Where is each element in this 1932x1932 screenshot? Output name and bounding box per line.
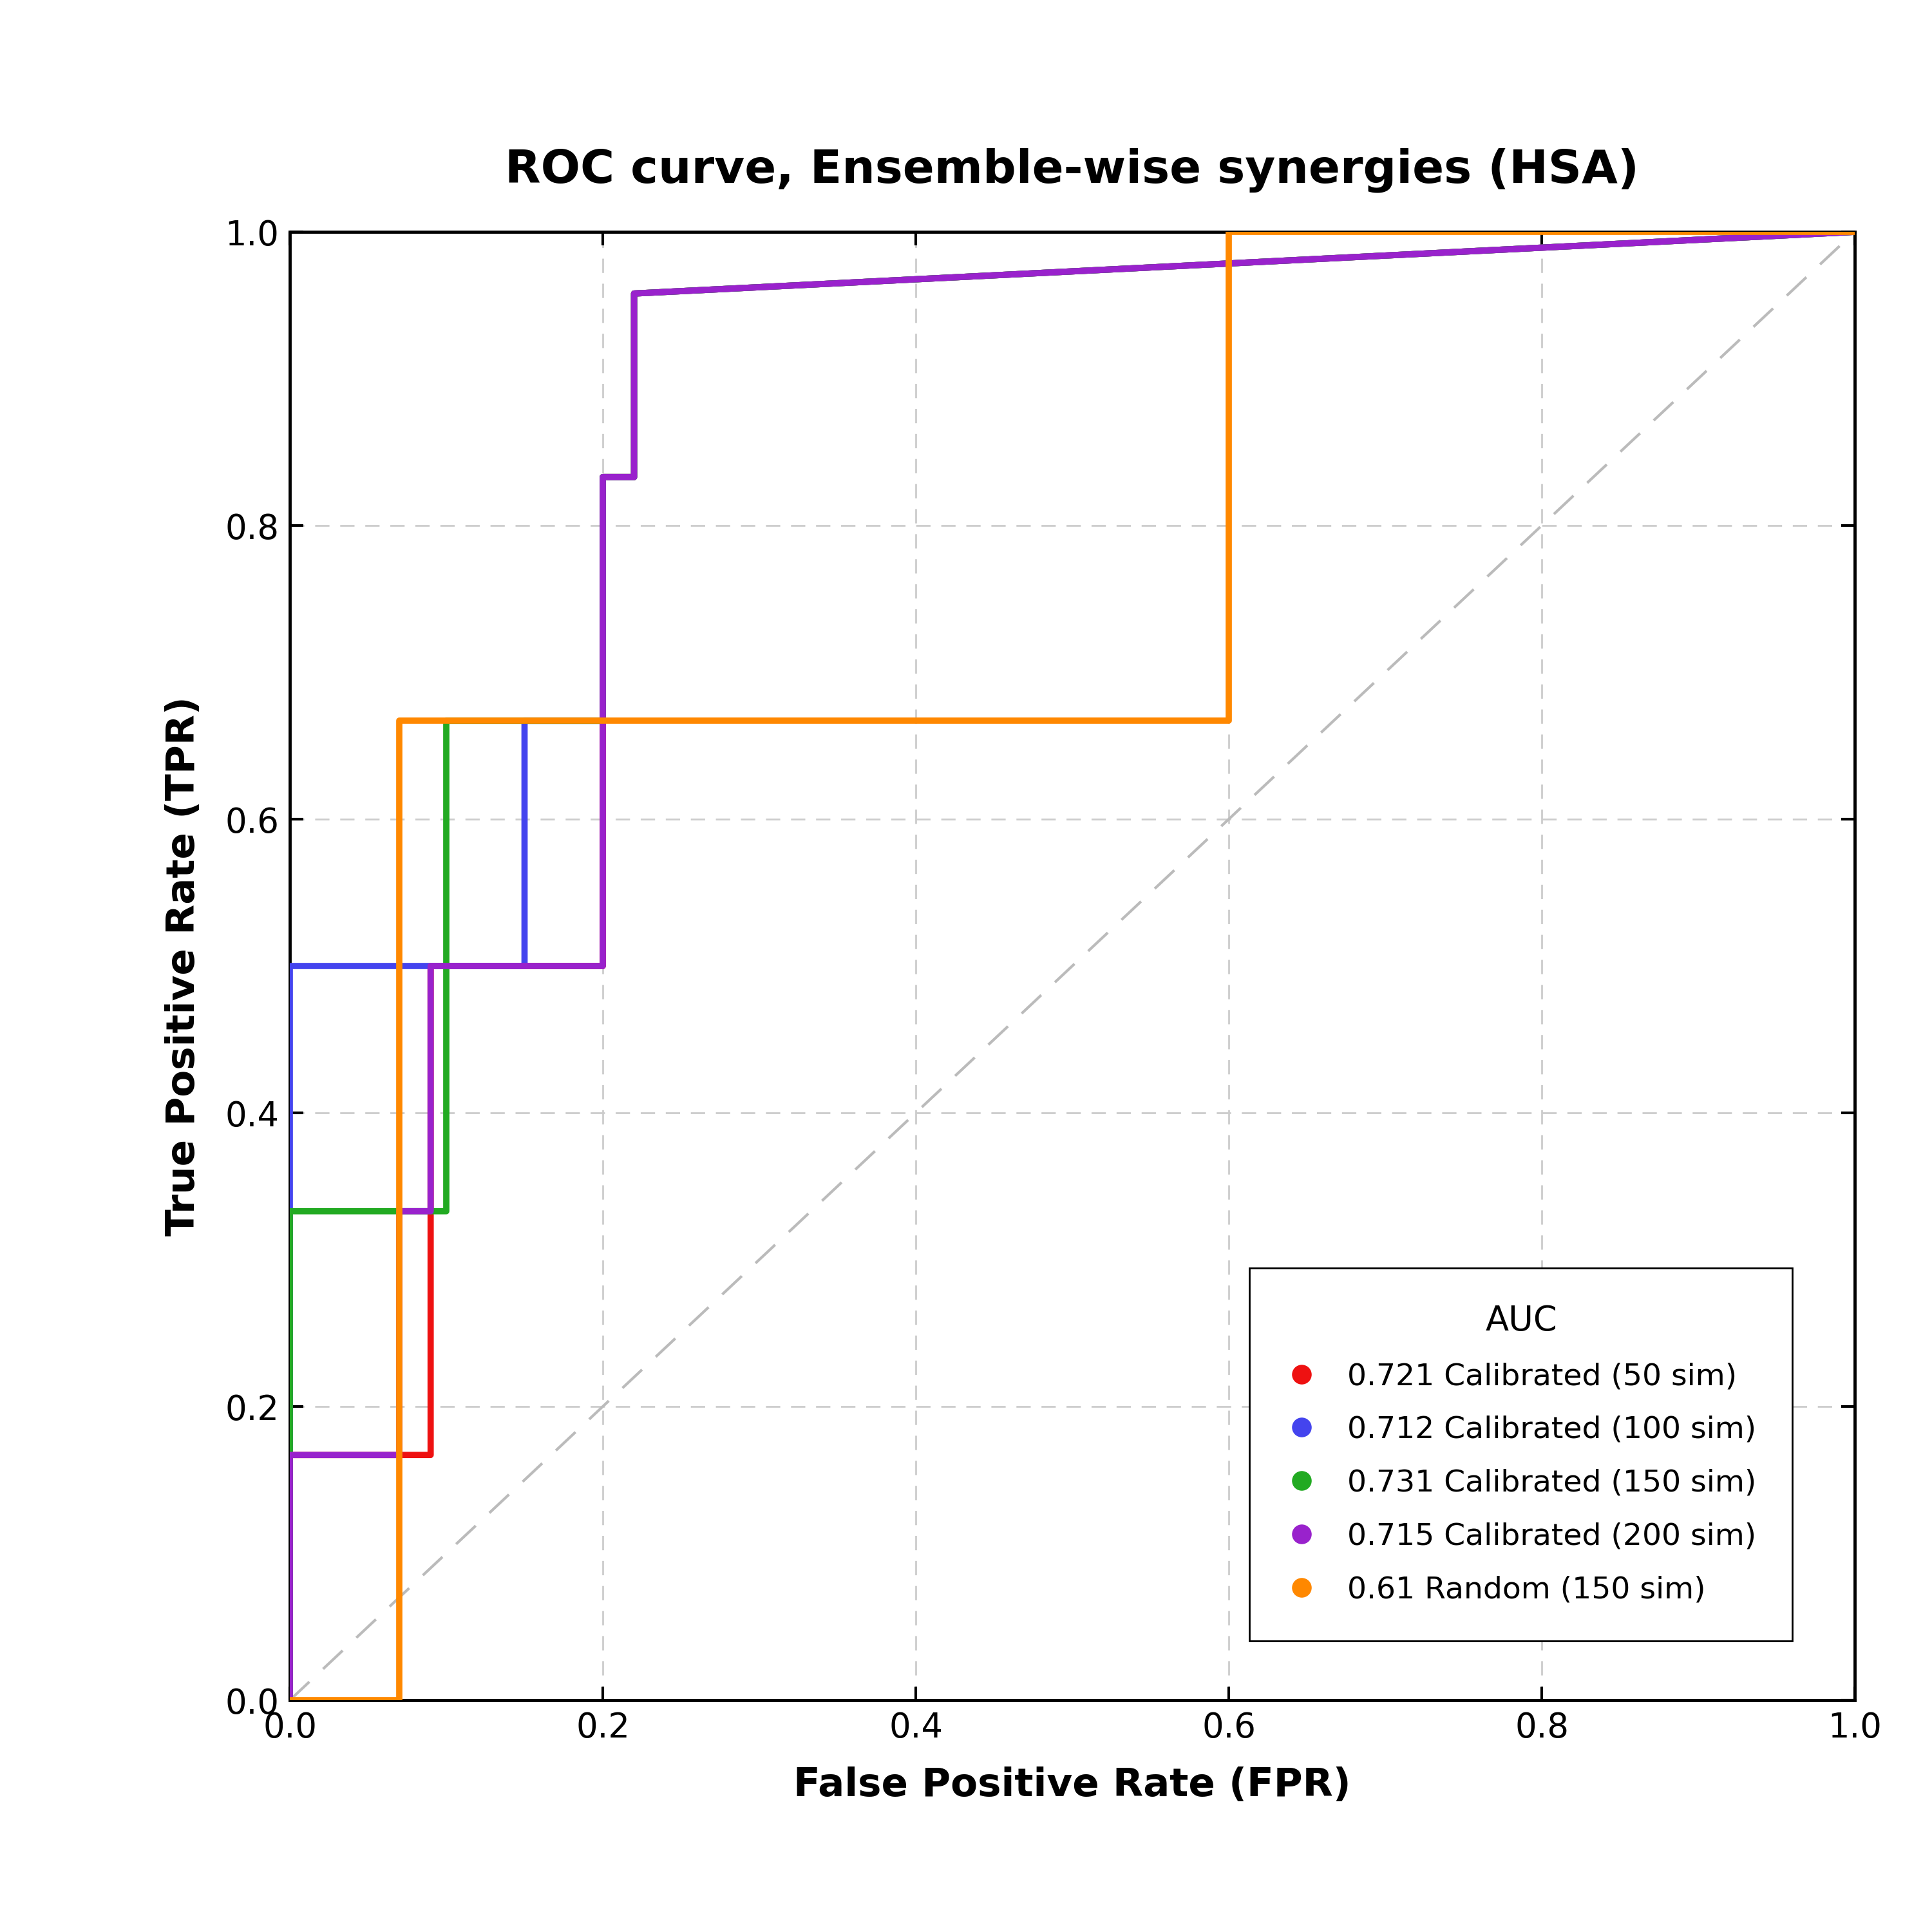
Title: ROC curve, Ensemble-wise synergies (HSA): ROC curve, Ensemble-wise synergies (HSA) (506, 149, 1638, 193)
X-axis label: False Positive Rate (FPR): False Positive Rate (FPR) (794, 1766, 1350, 1804)
Legend: 0.721 Calibrated (50 sim), 0.712 Calibrated (100 sim), 0.731 Calibrated (150 sim: 0.721 Calibrated (50 sim), 0.712 Calibra… (1250, 1267, 1793, 1640)
Y-axis label: True Positive Rate (TPR): True Positive Rate (TPR) (164, 696, 203, 1236)
